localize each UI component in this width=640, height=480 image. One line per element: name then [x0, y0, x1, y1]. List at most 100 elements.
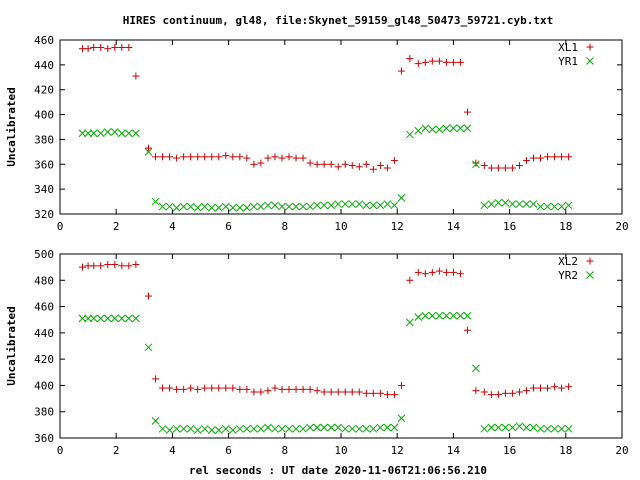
data-point — [278, 385, 286, 393]
data-point — [207, 203, 216, 212]
data-point — [543, 202, 552, 211]
data-point — [221, 202, 230, 211]
data-point — [348, 162, 356, 170]
data-point — [124, 129, 133, 138]
data-point — [264, 387, 272, 395]
y-tick-label: 400 — [34, 379, 54, 392]
y-tick-label: 320 — [34, 208, 54, 221]
data-point — [334, 163, 342, 171]
y-tick-label: 460 — [34, 34, 54, 47]
data-point — [558, 384, 566, 392]
data-point — [456, 124, 465, 133]
data-point — [152, 375, 160, 383]
data-point — [442, 311, 451, 320]
data-point — [565, 383, 573, 391]
data-point — [355, 388, 363, 396]
data-point — [173, 154, 181, 162]
data-point — [78, 129, 87, 138]
x-tick-label: 12 — [391, 444, 404, 457]
data-point — [508, 389, 516, 397]
data-point — [565, 153, 573, 161]
data-point — [165, 426, 174, 434]
data-point — [271, 424, 279, 433]
data-point — [487, 391, 495, 399]
data-point — [186, 424, 195, 433]
data-point — [320, 388, 328, 396]
data-point — [544, 153, 552, 161]
data-point — [480, 201, 489, 210]
data-point — [515, 162, 523, 170]
data-point — [299, 154, 307, 162]
data-point — [397, 193, 406, 202]
data-point — [557, 202, 566, 211]
data-point — [383, 423, 392, 432]
data-point — [463, 326, 471, 334]
x-tick-label: 2 — [113, 444, 120, 457]
data-point — [159, 153, 167, 161]
y-tick-label: 500 — [34, 248, 54, 261]
data-point — [442, 268, 450, 276]
data-point — [355, 163, 363, 171]
data-point — [472, 159, 480, 167]
data-point — [228, 203, 237, 212]
data-point — [390, 391, 398, 399]
y-tick-label: 360 — [34, 158, 54, 171]
data-point — [472, 387, 480, 395]
data-point — [243, 154, 251, 162]
data-point — [278, 154, 286, 162]
data-point — [111, 43, 119, 51]
data-point — [104, 45, 112, 53]
data-point — [96, 129, 105, 138]
data-point — [158, 424, 167, 433]
data-point — [397, 414, 406, 423]
data-point — [536, 424, 545, 433]
data-point — [529, 384, 537, 392]
data-point — [78, 263, 86, 271]
data-point — [152, 153, 160, 161]
data-point — [173, 385, 181, 393]
data-point — [501, 423, 510, 432]
data-point — [285, 385, 293, 393]
data-point — [201, 384, 209, 392]
x-tick-label: 14 — [447, 220, 461, 233]
data-point — [529, 200, 538, 208]
data-point — [544, 384, 552, 392]
data-point — [320, 201, 328, 210]
data-point — [97, 43, 105, 51]
data-point — [159, 384, 167, 392]
x-tick-label: 16 — [503, 444, 516, 457]
data-point — [144, 343, 153, 352]
data-point — [222, 152, 230, 160]
data-point — [172, 203, 181, 212]
data-point — [405, 318, 414, 327]
data-point — [145, 292, 153, 300]
data-point — [522, 423, 531, 432]
x-axis-label: rel seconds : UT date 2020-11-06T21:06:5… — [189, 464, 487, 477]
data-point — [111, 261, 119, 269]
data-point — [117, 314, 126, 323]
data-point — [90, 43, 98, 51]
x-tick-label: 20 — [615, 220, 628, 233]
data-point — [390, 201, 399, 210]
data-point — [313, 387, 321, 395]
data-point — [89, 314, 98, 323]
data-point — [243, 424, 251, 433]
data-point — [96, 314, 105, 323]
data-point — [487, 200, 496, 208]
data-point — [383, 200, 392, 208]
data-point — [480, 388, 488, 396]
data-point — [487, 423, 496, 432]
data-point — [125, 262, 133, 270]
data-point — [201, 153, 209, 161]
legend-marker — [586, 257, 594, 265]
legend-label: XL2 — [558, 255, 578, 268]
data-point — [144, 148, 153, 156]
series-YR2 — [78, 311, 573, 434]
data-point — [515, 200, 524, 208]
data-point — [442, 58, 450, 66]
data-point — [306, 202, 314, 211]
x-tick-label: 4 — [169, 220, 176, 233]
data-point — [292, 385, 300, 393]
y-tick-label: 420 — [34, 353, 54, 366]
x-tick-label: 2 — [113, 220, 120, 233]
